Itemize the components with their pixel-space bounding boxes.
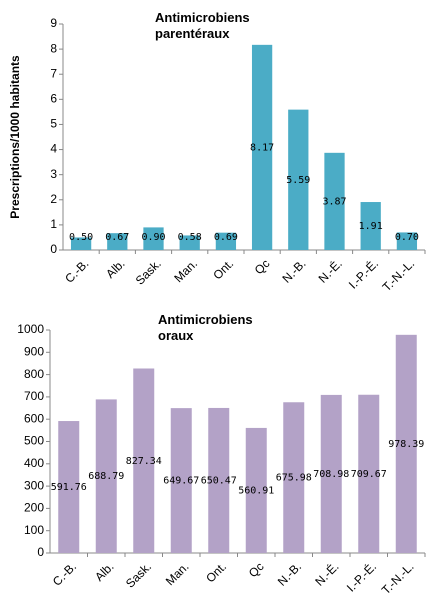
y-tick-label: 6 [50, 92, 57, 106]
x-tick-label: C.-B. [62, 256, 91, 285]
x-tick-label: T.-N.-L. [379, 559, 417, 597]
value-label: 0.70 [395, 232, 419, 243]
bar [395, 334, 417, 553]
bar [70, 237, 92, 250]
y-tick-label: 400 [24, 456, 44, 470]
chart-title: Antimicrobiens oraux [158, 312, 253, 343]
chart-title: Antimicrobiens parentéraux [155, 10, 250, 41]
y-axis-label: Prescriptions/1000 habitants [8, 55, 22, 219]
bar [358, 394, 380, 553]
y-tick-label: 200 [24, 501, 44, 515]
value-label: 709.67 [351, 469, 387, 480]
bar [95, 399, 117, 553]
y-tick-label: 300 [24, 478, 44, 492]
y-tick-label: 8 [50, 41, 57, 55]
y-tick-label: 1 [50, 217, 57, 231]
y-tick-label: 2 [50, 192, 57, 206]
value-label: 978.39 [388, 439, 424, 450]
x-tick-label: N.-B. [275, 559, 304, 588]
y-tick-label: 800 [24, 367, 44, 381]
bar [288, 109, 309, 250]
x-tick-label: Sask. [133, 256, 164, 287]
value-label: 0.69 [214, 232, 238, 243]
value-label: 3.87 [322, 196, 346, 207]
y-tick-label: 7 [50, 66, 57, 80]
value-label: 0.58 [178, 232, 202, 243]
value-label: 8.17 [250, 142, 274, 153]
bar [360, 202, 381, 250]
bar [107, 233, 128, 250]
value-label: 688.79 [88, 471, 124, 482]
x-tick-label: N.-É. [315, 256, 345, 286]
x-tick-label: Alb. [92, 559, 117, 584]
x-tick-label: Qc [246, 559, 267, 580]
y-tick-label: 0 [37, 545, 44, 559]
bar [396, 232, 418, 250]
bar [170, 408, 192, 553]
value-label: 0.67 [105, 232, 129, 243]
x-tick-label: Man. [163, 559, 192, 588]
value-label: 560.91 [238, 485, 274, 496]
chart: 0 100 200 300 400 500 600 700 800 900 1000 C.-B. 591… [17, 322, 426, 597]
y-tick-label: 4 [50, 142, 57, 156]
bar [324, 152, 345, 250]
x-tick-label: Sask. [123, 559, 154, 590]
value-label: 708.98 [313, 469, 349, 480]
y-tick-label: 5 [50, 117, 57, 131]
bar [320, 394, 342, 553]
y-tick-label: 600 [24, 411, 44, 425]
value-label: 0.50 [69, 232, 93, 243]
bar [208, 407, 230, 553]
x-tick-label: Ont. [203, 559, 229, 585]
value-label: 0.90 [141, 232, 165, 243]
y-tick-label: 1000 [17, 322, 44, 336]
x-tick-label: N.-É. [312, 559, 342, 589]
y-tick-label: 500 [24, 434, 44, 448]
y-tick-label: 700 [24, 389, 44, 403]
value-label: 591.76 [51, 482, 87, 493]
bar [58, 421, 80, 553]
x-tick-label: N.-B. [279, 256, 308, 285]
y-tick-label: 9 [50, 16, 57, 30]
x-tick-label: I.-P.-É. [343, 559, 379, 595]
x-tick-label: Alb. [103, 256, 128, 281]
x-tick-label: Ont. [210, 256, 236, 282]
x-tick-label: I.-P.-É. [345, 256, 381, 292]
y-tick-label: 3 [50, 167, 57, 181]
bar [283, 402, 305, 553]
bar [133, 368, 155, 553]
bar [251, 44, 273, 250]
x-tick-label: C.-B. [50, 559, 79, 588]
value-label: 650.47 [201, 475, 237, 486]
chart: 0 1 2 3 4 5 6 7 8 9 Prescriptions/1000 habitants C.… [8, 16, 426, 294]
x-tick-label: T.-N.-L. [380, 256, 418, 294]
value-label: 5.59 [286, 175, 310, 186]
bar [143, 227, 164, 250]
x-tick-label: Man. [171, 256, 200, 285]
bar [179, 235, 200, 250]
bar [245, 427, 267, 553]
y-tick-label: 100 [24, 523, 44, 537]
value-label: 1.91 [359, 221, 383, 232]
value-label: 649.67 [163, 476, 199, 487]
value-label: 827.34 [126, 456, 162, 467]
y-tick-label: 900 [24, 344, 44, 358]
bar [215, 232, 237, 250]
value-label: 675.98 [276, 473, 312, 484]
x-tick-label: Qc [252, 256, 273, 277]
y-tick-label: 0 [50, 242, 57, 256]
